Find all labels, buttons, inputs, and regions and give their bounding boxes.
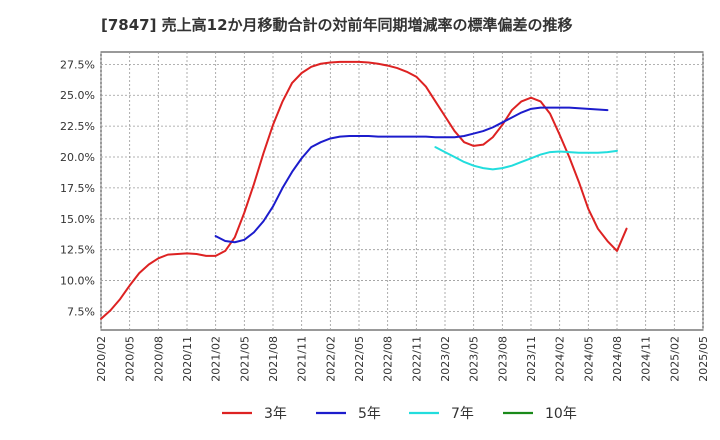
y-tick-label: 27.5% — [60, 58, 95, 71]
x-tick-label: 2021/08 — [267, 336, 280, 382]
x-tick-label: 2022/11 — [410, 336, 423, 382]
x-tick-label: 2023/05 — [468, 336, 481, 382]
y-tick-label: 7.5% — [67, 305, 95, 318]
x-tick-label: 2024/08 — [611, 336, 624, 382]
x-tick-label: 2025/05 — [697, 336, 710, 382]
x-tick-label: 2022/05 — [353, 336, 366, 382]
series-line-7年 — [434, 146, 618, 171]
y-tick-label: 10.0% — [60, 275, 95, 288]
x-tick-label: 2024/05 — [582, 336, 595, 382]
legend: 3年 5年 7年 10年 — [222, 406, 577, 422]
y-tick-label: 17.5% — [60, 182, 95, 195]
x-tick-label: 2022/08 — [382, 336, 395, 382]
legend-label-5年: 5年 — [358, 406, 381, 422]
y-tick-label: 12.5% — [60, 244, 95, 257]
x-tick-label: 2020/02 — [95, 336, 108, 382]
x-tick-label: 2023/08 — [496, 336, 509, 382]
series-line-3年 — [100, 60, 628, 320]
grid-layer — [100, 51, 704, 331]
x-tick-label: 2022/02 — [324, 336, 337, 382]
x-tick-label: 2020/08 — [152, 336, 165, 382]
x-tick-label: 2020/11 — [181, 336, 194, 382]
legend-label-7年: 7年 — [451, 406, 474, 422]
x-tick-label: 2023/11 — [525, 336, 538, 382]
y-tick-label: 25.0% — [60, 89, 95, 102]
axis-layer: 7.5% 10.0% 12.5% 15.0% 17.5% 20.0% 22.5% 25.0% 2… — [60, 58, 710, 381]
x-tick-label: 2024/02 — [554, 336, 567, 382]
x-tick-label: 2021/11 — [296, 336, 309, 382]
x-tick-label: 2025/02 — [668, 336, 681, 382]
x-tick-label: 2021/05 — [238, 336, 251, 382]
series-layer — [100, 60, 628, 320]
y-tick-label: 15.0% — [60, 213, 95, 226]
legend-label-3年: 3年 — [264, 406, 287, 422]
x-tick-label: 2023/02 — [439, 336, 452, 382]
x-tick-label: 2024/11 — [640, 336, 653, 382]
chart-title: [7847] 売上高12か月移動合計の対前年同期増減率の標準偏差の推移 — [101, 16, 573, 34]
x-tick-label: 2021/02 — [210, 336, 223, 382]
series-line-5年 — [214, 106, 609, 244]
y-tick-label: 20.0% — [60, 151, 95, 164]
x-tick-label: 2020/05 — [124, 336, 137, 382]
plot-area — [100, 51, 704, 331]
legend-label-10年: 10年 — [545, 406, 577, 422]
y-tick-label: 22.5% — [60, 120, 95, 133]
